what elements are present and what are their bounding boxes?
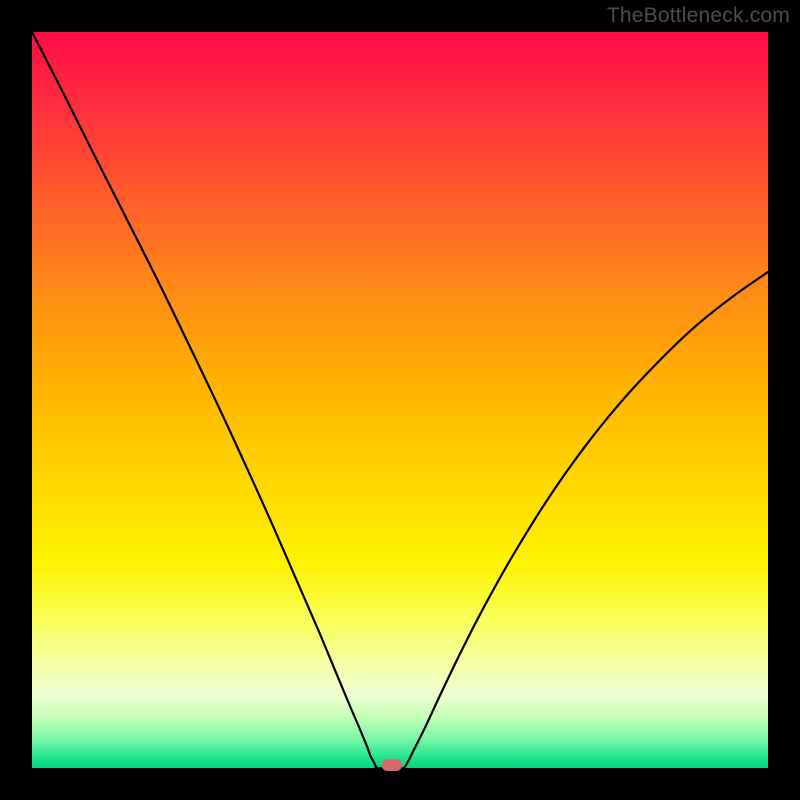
optimal-point-marker [382,759,403,771]
bottleneck-plot [0,0,800,800]
watermark-text: TheBottleneck.com [607,4,790,28]
chart-frame: TheBottleneck.com [0,0,800,800]
gradient-background [32,32,768,768]
